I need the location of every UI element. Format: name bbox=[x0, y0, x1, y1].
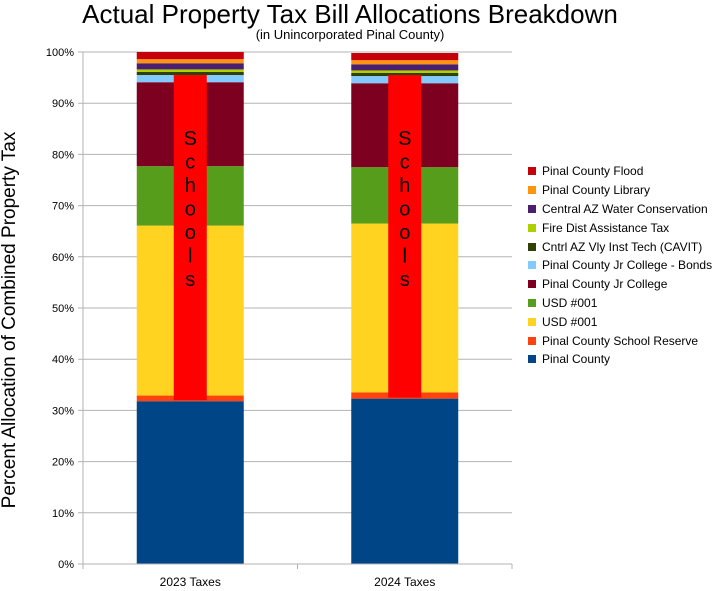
legend-item: Pinal County Library bbox=[528, 181, 712, 200]
bar-segment bbox=[351, 70, 459, 73]
bar-segment bbox=[351, 398, 459, 564]
legend-swatch bbox=[528, 298, 536, 307]
legend-label: Pinal County Library bbox=[542, 183, 651, 198]
bar-segment bbox=[136, 52, 244, 60]
legend-item: Pinal County School Reserve bbox=[528, 331, 712, 350]
legend-swatch bbox=[528, 317, 536, 326]
schools-annotation-letter: s bbox=[185, 269, 195, 291]
legend-item: Pinal County bbox=[528, 350, 712, 369]
legend-label: USD #001 bbox=[542, 314, 598, 329]
legend-swatch bbox=[528, 167, 536, 176]
y-tick-label: 60% bbox=[52, 252, 74, 264]
schools-annotation-letter: s bbox=[400, 269, 410, 291]
schools-annotation-letter: o bbox=[399, 222, 410, 244]
bar-segment bbox=[136, 69, 244, 72]
schools-annotation-letter: o bbox=[185, 199, 196, 221]
chart-title: Actual Property Tax Bill Allocations Bre… bbox=[82, 0, 618, 29]
legend-label: USD #001 bbox=[542, 295, 598, 310]
legend-item: USD #001 bbox=[528, 294, 712, 313]
schools-annotation-letter: h bbox=[399, 175, 410, 197]
schools-annotation-letter: l bbox=[403, 246, 407, 268]
schools-annotation-letter: h bbox=[185, 175, 196, 197]
legend-swatch bbox=[528, 261, 536, 270]
bar-segment bbox=[351, 64, 459, 71]
legend-swatch bbox=[528, 280, 536, 289]
x-tick-label: 2024 Taxes bbox=[374, 575, 435, 589]
schools-annotation-box bbox=[388, 75, 422, 398]
schools-annotation-letter: c bbox=[185, 152, 195, 174]
bar-segment bbox=[136, 63, 244, 70]
y-tick-label: 10% bbox=[52, 508, 74, 520]
y-tick-label: 100% bbox=[46, 47, 74, 59]
legend-swatch bbox=[528, 242, 536, 251]
y-tick-label: 90% bbox=[52, 98, 74, 110]
x-tick-label: 2023 Taxes bbox=[160, 575, 221, 589]
legend-item: USD #001 bbox=[528, 312, 712, 331]
legend-item: Central AZ Water Conservation bbox=[528, 200, 712, 219]
schools-annotation-letter: o bbox=[399, 199, 410, 221]
legend-swatch bbox=[528, 336, 536, 345]
chart-legend: Pinal County Flood Pinal County Library Ce… bbox=[528, 162, 712, 369]
y-tick-label: 70% bbox=[52, 201, 74, 213]
bar-segment bbox=[136, 71, 244, 76]
bar-segment bbox=[351, 72, 459, 77]
y-tick-label: 40% bbox=[52, 354, 74, 366]
schools-annotation-letter: l bbox=[188, 246, 192, 268]
legend-item: Pinal County Jr College bbox=[528, 275, 712, 294]
legend-label: Fire Dist Assistance Tax bbox=[542, 220, 670, 235]
legend-item: Cntrl AZ Vly Inst Tech (CAVIT) bbox=[528, 237, 712, 256]
y-tick-label: 20% bbox=[52, 457, 74, 469]
chart-subtitle: (in Unincorporated Pinal County) bbox=[255, 27, 445, 42]
schools-annotation-letter: o bbox=[185, 222, 196, 244]
bar-segment bbox=[136, 401, 244, 564]
y-tick-label: 30% bbox=[52, 405, 74, 417]
y-tick-label: 50% bbox=[52, 303, 74, 315]
y-tick-label: 80% bbox=[52, 149, 74, 161]
legend-label: Pinal County Jr College bbox=[542, 277, 668, 292]
bar-segment bbox=[136, 59, 244, 64]
schools-annotation-letter: S bbox=[398, 128, 411, 150]
bar-segment bbox=[351, 60, 459, 65]
schools-annotation-letter: S bbox=[184, 128, 197, 150]
legend-label: Cntrl AZ Vly Inst Tech (CAVIT) bbox=[542, 239, 703, 254]
legend-label: Central AZ Water Conservation bbox=[542, 201, 708, 216]
legend-label: Pinal County Jr College - Bonds bbox=[542, 258, 713, 273]
legend-label: Pinal County Flood bbox=[542, 164, 644, 179]
legend-label: Pinal County School Reserve bbox=[542, 333, 699, 348]
y-tick-label: 0% bbox=[58, 559, 74, 571]
legend-item: Pinal County Flood bbox=[528, 162, 712, 181]
bar-segment bbox=[351, 53, 459, 61]
legend-swatch bbox=[528, 186, 536, 195]
legend-label: Pinal County bbox=[542, 352, 611, 367]
legend-swatch bbox=[528, 204, 536, 213]
legend-swatch bbox=[528, 355, 536, 364]
legend-item: Fire Dist Assistance Tax bbox=[528, 218, 712, 237]
legend-swatch bbox=[528, 223, 536, 232]
legend-item: Pinal County Jr College - Bonds bbox=[528, 256, 712, 275]
schools-annotation-letter: c bbox=[400, 152, 410, 174]
schools-annotation-box bbox=[173, 75, 207, 401]
